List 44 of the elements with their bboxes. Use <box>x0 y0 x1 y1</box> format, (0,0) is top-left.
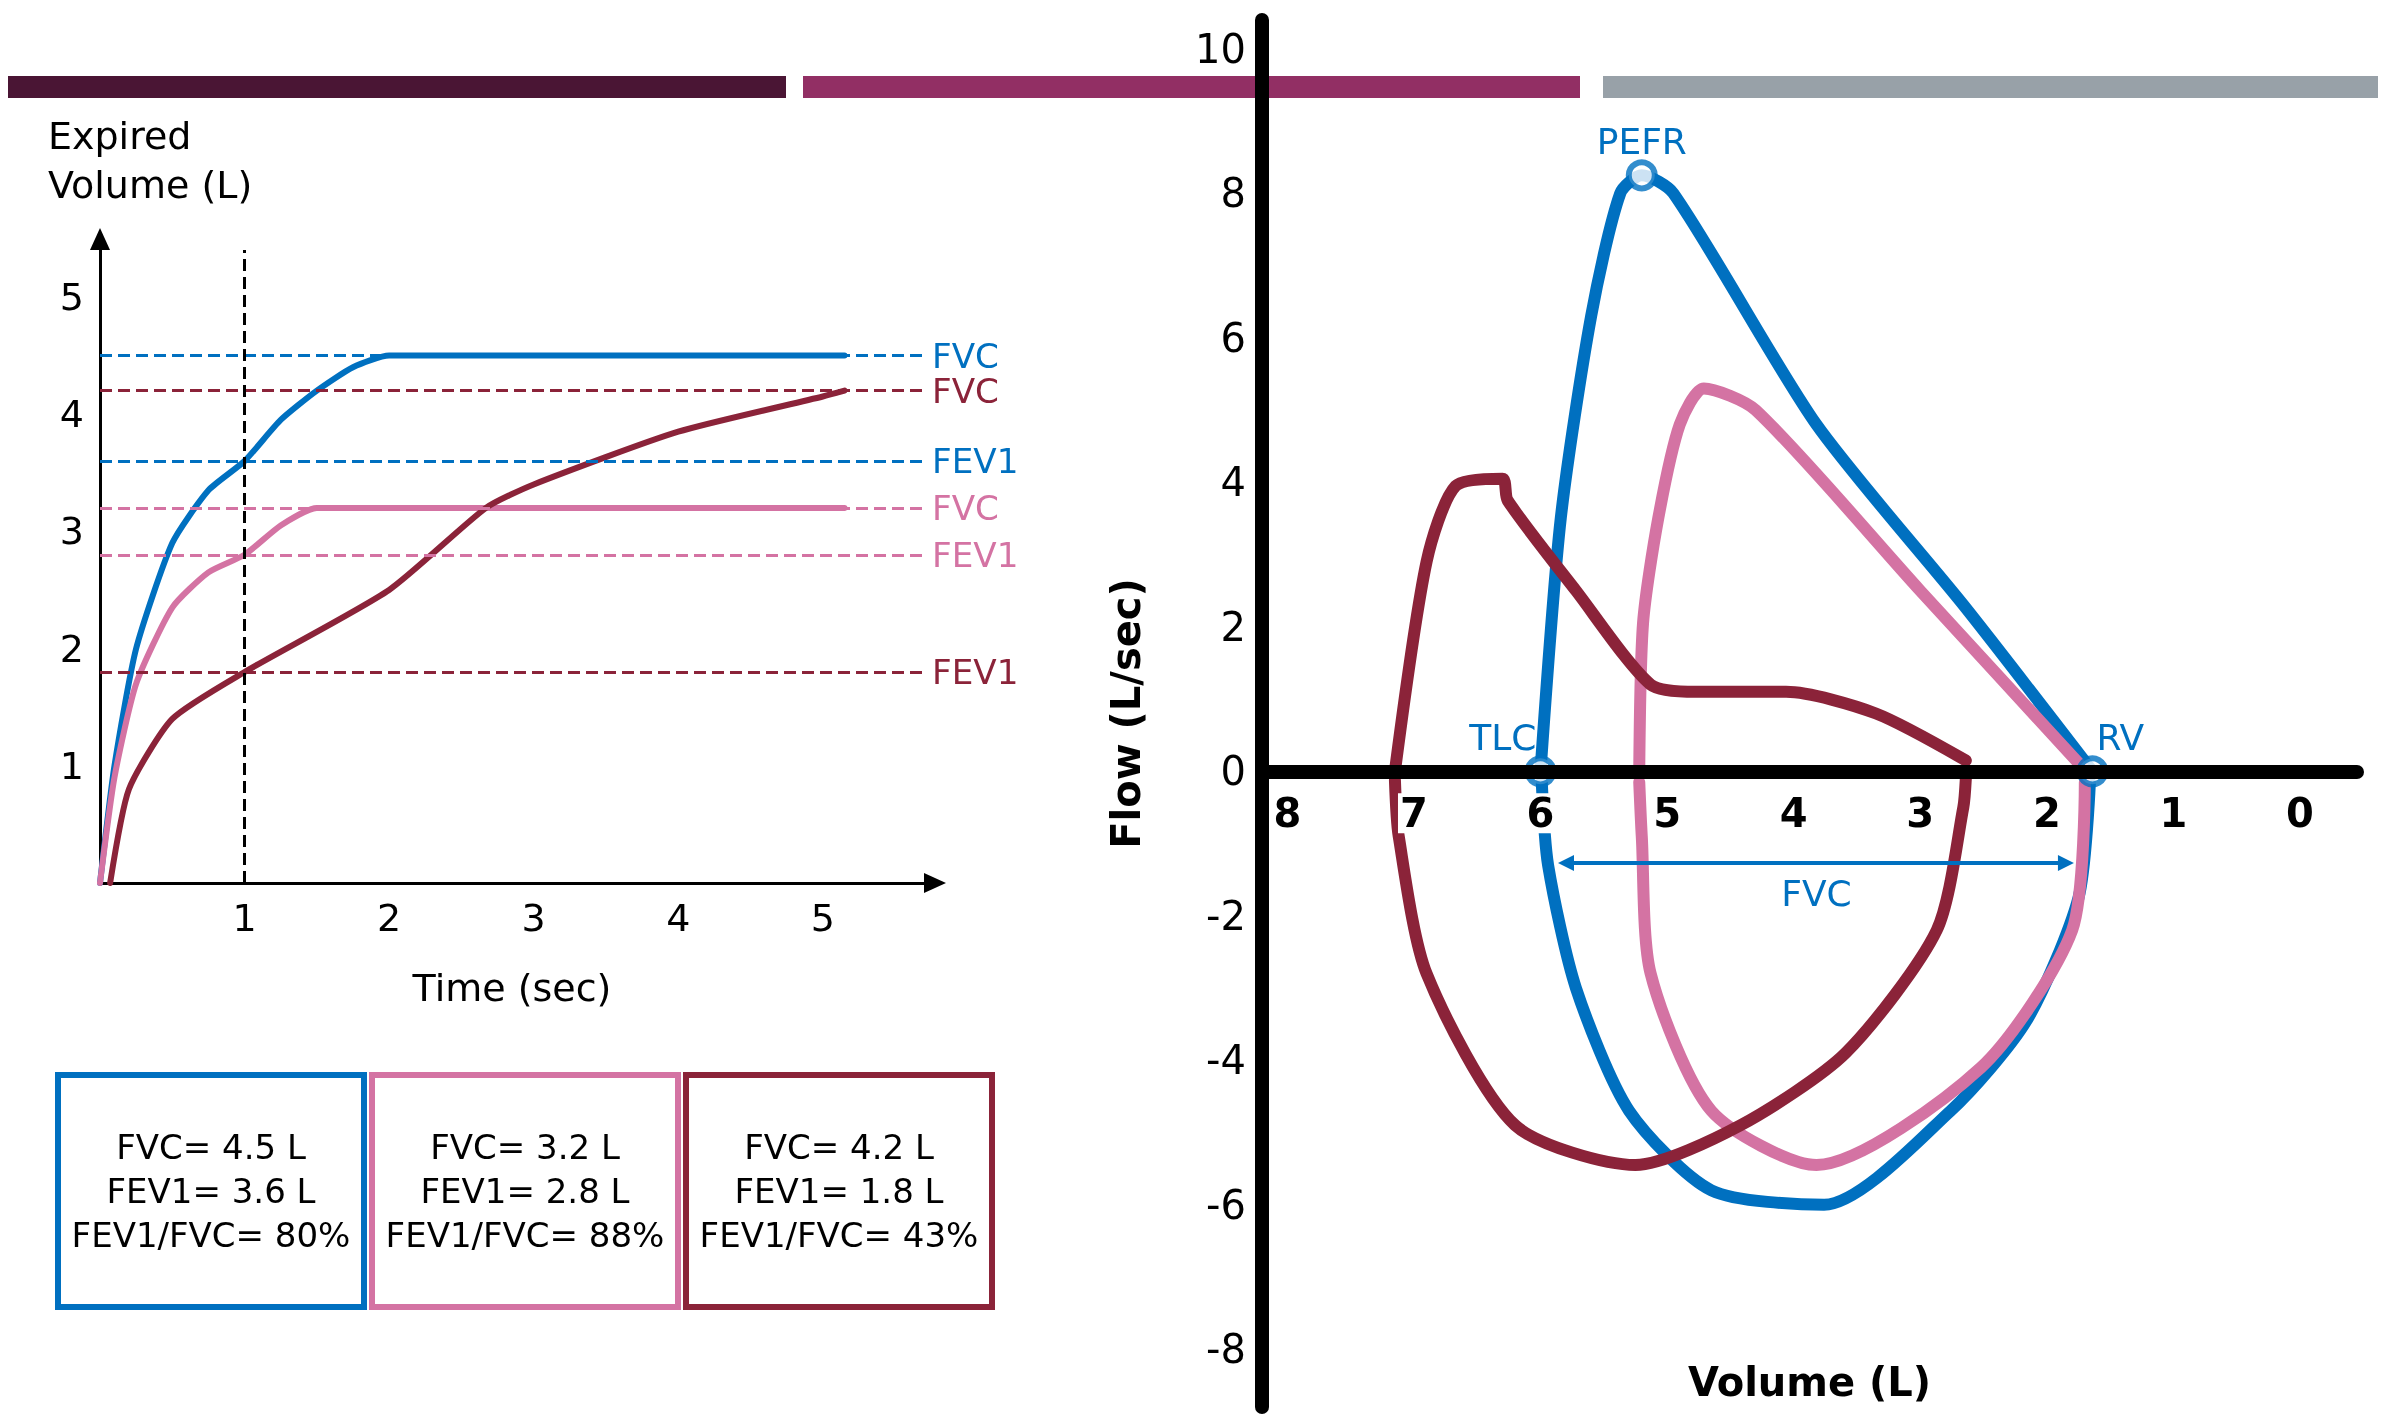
annotation: PEFR <box>1596 120 1687 162</box>
y-axis-title: Flow (L/sec) <box>1103 578 1149 849</box>
y-tick-label: -2 <box>1206 892 1246 939</box>
x-tick-label: 3 <box>1906 790 1935 837</box>
y-tick-label: 4 <box>1220 459 1246 506</box>
y-tick-label: -6 <box>1206 1181 1246 1228</box>
x-tick-label: 1 <box>232 896 257 940</box>
x-tick-label: 2 <box>377 896 402 940</box>
x-tick-label: 8 <box>1273 790 1302 837</box>
ref-line-label: FEV1 <box>932 441 1019 481</box>
ref-line-label: FEV1 <box>932 534 1019 575</box>
x-tick-label: 6 <box>1526 790 1555 837</box>
x-tick-label: 7 <box>1399 790 1428 837</box>
x-axis-title: Volume (L) <box>1687 1359 1932 1406</box>
annotation: FVC <box>1781 872 1852 914</box>
y-tick-label: 4 <box>59 392 84 437</box>
x-tick-label: 3 <box>521 896 546 940</box>
y-axis-title: Expired Volume (L) <box>48 113 253 208</box>
y-tick-label: 3 <box>59 509 84 554</box>
y-tick-label: -4 <box>1206 1037 1246 1084</box>
y-tick-label: 0 <box>1220 748 1246 795</box>
x-axis-title: Time (sec) <box>411 965 612 1010</box>
annotation: RV <box>2096 716 2145 758</box>
y-tick-label: 1 <box>59 743 84 788</box>
ref-line-label: FVC <box>932 487 999 528</box>
x-tick-label: 5 <box>810 896 835 940</box>
annotation: TLC <box>1468 716 1537 758</box>
x-tick-label: 5 <box>1653 790 1682 837</box>
x-tick-label: 4 <box>1779 790 1808 837</box>
text: FVC= 4.2 L FEV1= 1.8 L FEV1/FVC= 43% <box>699 1126 979 1256</box>
text: FVC= 3.2 L FEV1= 2.8 L FEV1/FVC= 88% <box>385 1126 665 1256</box>
x-tick-label: 2 <box>2032 790 2061 837</box>
y-tick-label: -8 <box>1206 1326 1246 1373</box>
y-tick-label: 8 <box>1220 170 1246 217</box>
text: FVC= 4.5 L FEV1= 3.6 L FEV1/FVC= 80% <box>71 1126 351 1256</box>
y-tick-label: 2 <box>59 626 84 671</box>
ref-line-label: FEV1 <box>932 652 1019 692</box>
y-tick-label: 5 <box>59 274 84 319</box>
y-tick-label: 10 <box>1195 25 1246 72</box>
y-tick-label: 6 <box>1220 314 1246 361</box>
x-tick-label: 1 <box>2159 790 2188 837</box>
x-tick-label: 0 <box>2286 790 2314 837</box>
y-tick-label: 2 <box>1220 603 1246 650</box>
x-tick-label: 4 <box>666 896 691 940</box>
